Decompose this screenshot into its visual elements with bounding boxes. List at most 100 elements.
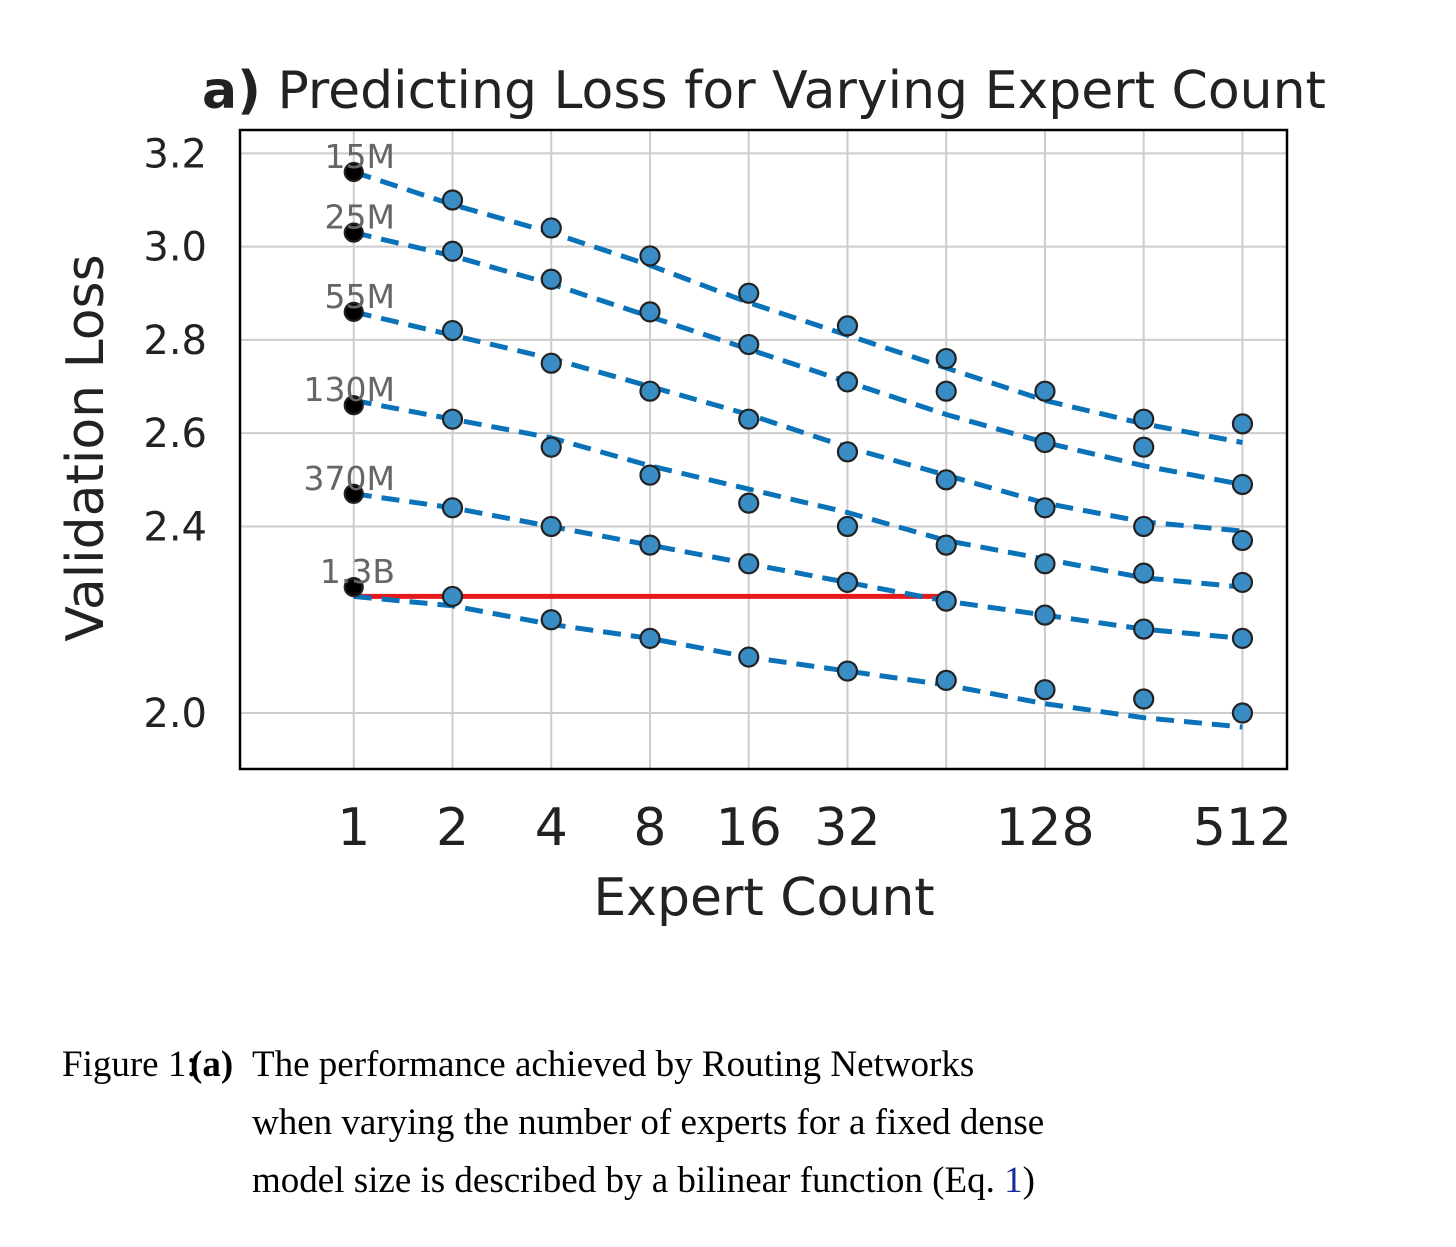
data-point	[836, 571, 859, 594]
fit-line-1.3B	[353, 593, 1243, 730]
data-point	[738, 492, 760, 514]
x-tick-label: 4	[535, 798, 568, 858]
model-size-label: 55M	[325, 277, 395, 316]
dense-point	[343, 222, 364, 243]
x-tick-label: 8	[633, 798, 666, 858]
fit-line-15M	[353, 169, 1243, 445]
fit-line-25M	[353, 230, 1243, 487]
data-point	[935, 469, 957, 491]
data-point	[738, 282, 760, 304]
data-point	[441, 319, 464, 342]
caption-line-2: when varying the number of experts for a…	[252, 1102, 1045, 1143]
chart-title-space	[261, 61, 278, 121]
data-point	[540, 609, 562, 631]
fit-lines	[353, 169, 1243, 730]
caption-label: Figure 1:	[62, 1044, 197, 1085]
dense-point	[343, 483, 364, 504]
data-point	[540, 268, 562, 290]
data-point	[1034, 380, 1056, 402]
model-size-label: 25M	[325, 198, 395, 237]
data-point	[1034, 431, 1056, 454]
plot-frame	[238, 128, 1289, 771]
data-point	[935, 534, 957, 556]
data-point	[441, 240, 464, 262]
data-point	[1133, 408, 1155, 430]
data-point	[836, 315, 859, 337]
data-point	[1133, 562, 1155, 584]
data-point	[441, 585, 464, 608]
data-point	[639, 627, 661, 650]
y-axis-label: Validation Loss	[56, 254, 116, 641]
data-point	[935, 590, 957, 612]
y-tick-label: 3.2	[143, 131, 207, 177]
data-point	[836, 660, 859, 682]
caption-close-paren: )	[1022, 1160, 1035, 1201]
data-point	[540, 515, 562, 538]
y-tick-label: 3.0	[143, 225, 207, 271]
chart-title: a) Predicting Loss for Varying Expert Co…	[202, 61, 1326, 121]
grid-lines	[240, 130, 1287, 769]
data-point	[540, 436, 562, 458]
data-point	[1034, 497, 1056, 519]
y-tick-label: 2.8	[143, 318, 207, 364]
data-point	[1133, 688, 1155, 710]
data-point	[639, 301, 661, 323]
data-point	[1231, 571, 1254, 594]
data-point	[1231, 413, 1254, 435]
data-point	[1231, 702, 1254, 724]
dense-point	[343, 576, 364, 598]
equation-reference-link[interactable]: 1	[1004, 1160, 1023, 1201]
data-point	[738, 333, 760, 356]
model-size-label: 1.3B	[320, 552, 395, 591]
y-tick-labels: 2.0 2.4 2.6 2.8 3.0 3.2	[143, 131, 207, 737]
x-tick-label: 128	[995, 798, 1094, 858]
x-tick-label: 32	[814, 798, 880, 858]
data-point	[639, 380, 661, 402]
dense-point	[343, 395, 364, 416]
caption-line-1: The performance achieved by Routing Netw…	[252, 1044, 975, 1085]
data-point	[1034, 553, 1056, 575]
data-point	[1034, 679, 1056, 701]
model-size-label: 130M	[304, 370, 395, 409]
data-point	[836, 441, 859, 463]
data-point	[639, 534, 661, 556]
data-point	[540, 352, 562, 374]
x-tick-labels: 1 2 4 8 16 32 128 512	[337, 798, 1292, 858]
data-point	[738, 646, 760, 668]
data-point	[540, 217, 562, 239]
data-point	[935, 347, 957, 370]
data-point	[639, 464, 661, 486]
data-point	[836, 371, 859, 393]
dense-point	[343, 301, 364, 323]
caption-tag: (a)	[190, 1044, 234, 1085]
y-tick-label: 2.6	[143, 411, 207, 457]
x-tick-label: 2	[436, 798, 469, 858]
chart-title-prefix: a)	[202, 61, 261, 121]
fit-line-55M	[353, 309, 1243, 534]
data-points	[343, 161, 1254, 724]
data-point	[1231, 627, 1254, 650]
data-point	[441, 408, 464, 430]
dense-point	[343, 161, 364, 183]
x-tick-label: 512	[1193, 798, 1292, 858]
y-tick-label: 2.4	[143, 504, 207, 550]
data-point	[1034, 604, 1056, 626]
caption-body: (a) The performance achieved by Routing …	[190, 1036, 1252, 1210]
data-point	[1231, 529, 1254, 552]
x-axis-label: Expert Count	[593, 868, 934, 928]
data-point	[1231, 473, 1254, 496]
x-tick-label: 16	[716, 798, 782, 858]
chart-title-main: Predicting Loss for Varying Expert Count	[277, 61, 1326, 121]
data-point	[836, 515, 859, 538]
data-point	[639, 245, 661, 267]
fit-line-130M	[353, 398, 1243, 590]
data-point	[1133, 618, 1155, 640]
y-tick-label: 2.0	[143, 691, 207, 737]
data-point	[738, 408, 760, 430]
model-size-labels: 15M 25M 55M 130M 370M 1.3B	[304, 137, 395, 591]
data-point	[441, 497, 464, 519]
data-point	[441, 189, 464, 211]
data-point	[1133, 436, 1155, 458]
loss-vs-experts-chart: 2.0 2.4 2.6 2.8 3.0 3.2 1 2 4 8 16 32 128 512 15M 25M…	[56, 61, 1326, 928]
x-tick-label: 1	[337, 798, 370, 858]
